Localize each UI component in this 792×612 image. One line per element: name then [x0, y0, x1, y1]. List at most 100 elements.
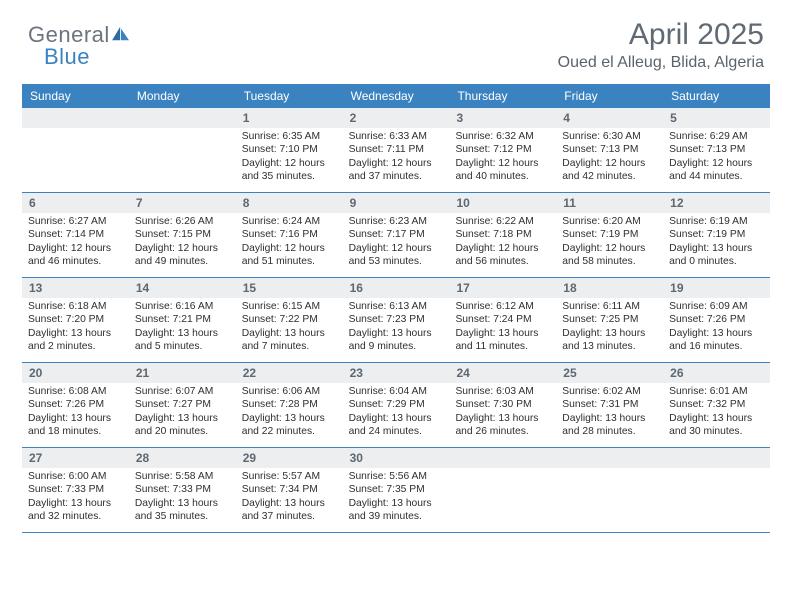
- sunrise-line: Sunrise: 6:13 AM: [349, 300, 444, 313]
- sunset-line: Sunset: 7:22 PM: [242, 313, 337, 326]
- daylight-line: Daylight: 12 hours and 37 minutes.: [349, 157, 444, 184]
- sail-icon: [111, 26, 131, 46]
- day-cell: 9Sunrise: 6:23 AMSunset: 7:17 PMDaylight…: [343, 193, 450, 277]
- day-body: Sunrise: 6:02 AMSunset: 7:31 PMDaylight:…: [556, 383, 663, 445]
- sunset-line: Sunset: 7:34 PM: [242, 483, 337, 496]
- sunset-line: Sunset: 7:15 PM: [135, 228, 230, 241]
- day-body: Sunrise: 6:26 AMSunset: 7:15 PMDaylight:…: [129, 213, 236, 275]
- day-body: Sunrise: 5:58 AMSunset: 7:33 PMDaylight:…: [129, 468, 236, 530]
- sunrise-line: Sunrise: 6:12 AM: [455, 300, 550, 313]
- day-cell: 23Sunrise: 6:04 AMSunset: 7:29 PMDayligh…: [343, 363, 450, 447]
- day-body: Sunrise: 6:30 AMSunset: 7:13 PMDaylight:…: [556, 128, 663, 190]
- day-cell: 8Sunrise: 6:24 AMSunset: 7:16 PMDaylight…: [236, 193, 343, 277]
- day-body: Sunrise: 6:13 AMSunset: 7:23 PMDaylight:…: [343, 298, 450, 360]
- day-cell: 2Sunrise: 6:33 AMSunset: 7:11 PMDaylight…: [343, 108, 450, 192]
- day-cell: 5Sunrise: 6:29 AMSunset: 7:13 PMDaylight…: [663, 108, 770, 192]
- day-body: Sunrise: 6:18 AMSunset: 7:20 PMDaylight:…: [22, 298, 129, 360]
- day-number: 11: [556, 193, 663, 213]
- day-body: Sunrise: 6:12 AMSunset: 7:24 PMDaylight:…: [449, 298, 556, 360]
- sunrise-line: Sunrise: 6:01 AM: [669, 385, 764, 398]
- sunrise-line: Sunrise: 6:23 AM: [349, 215, 444, 228]
- day-of-week-cell: Saturday: [663, 84, 770, 108]
- sunrise-line: Sunrise: 6:16 AM: [135, 300, 230, 313]
- day-body: [129, 128, 236, 188]
- sunrise-line: Sunrise: 5:58 AM: [135, 470, 230, 483]
- day-number: 20: [22, 363, 129, 383]
- day-body: Sunrise: 6:27 AMSunset: 7:14 PMDaylight:…: [22, 213, 129, 275]
- daylight-line: Daylight: 13 hours and 16 minutes.: [669, 327, 764, 354]
- sunrise-line: Sunrise: 6:02 AM: [562, 385, 657, 398]
- day-body: Sunrise: 6:09 AMSunset: 7:26 PMDaylight:…: [663, 298, 770, 360]
- sunset-line: Sunset: 7:19 PM: [562, 228, 657, 241]
- day-body: Sunrise: 6:24 AMSunset: 7:16 PMDaylight:…: [236, 213, 343, 275]
- sunrise-line: Sunrise: 6:33 AM: [349, 130, 444, 143]
- day-of-week-cell: Friday: [556, 84, 663, 108]
- daylight-line: Daylight: 13 hours and 13 minutes.: [562, 327, 657, 354]
- daylight-line: Daylight: 12 hours and 51 minutes.: [242, 242, 337, 269]
- day-cell: 29Sunrise: 5:57 AMSunset: 7:34 PMDayligh…: [236, 448, 343, 532]
- day-of-week-cell: Tuesday: [236, 84, 343, 108]
- day-number: 27: [22, 448, 129, 468]
- sunset-line: Sunset: 7:21 PM: [135, 313, 230, 326]
- day-of-week-row: SundayMondayTuesdayWednesdayThursdayFrid…: [22, 84, 770, 108]
- daylight-line: Daylight: 13 hours and 22 minutes.: [242, 412, 337, 439]
- day-body: Sunrise: 6:32 AMSunset: 7:12 PMDaylight:…: [449, 128, 556, 190]
- day-number: 13: [22, 278, 129, 298]
- day-cell: 11 Sunrise: 6:20 AMSunset: 7:19 PMDayligh…: [556, 193, 663, 277]
- day-of-week-cell: Monday: [129, 84, 236, 108]
- day-number: 26: [663, 363, 770, 383]
- month-title: April 2025: [558, 18, 764, 52]
- day-number: 2: [343, 108, 450, 128]
- daylight-line: Daylight: 13 hours and 26 minutes.: [455, 412, 550, 439]
- day-cell: 15Sunrise: 6:15 AMSunset: 7:22 PMDayligh…: [236, 278, 343, 362]
- daylight-line: Daylight: 12 hours and 58 minutes.: [562, 242, 657, 269]
- day-cell: 26Sunrise: 6:01 AMSunset: 7:32 PMDayligh…: [663, 363, 770, 447]
- day-cell: 12Sunrise: 6:19 AMSunset: 7:19 PMDayligh…: [663, 193, 770, 277]
- logo-text-blue: Blue: [44, 44, 90, 69]
- sunrise-line: Sunrise: 6:26 AM: [135, 215, 230, 228]
- daylight-line: Daylight: 13 hours and 28 minutes.: [562, 412, 657, 439]
- sunrise-line: Sunrise: 6:29 AM: [669, 130, 764, 143]
- day-number: 18: [556, 278, 663, 298]
- daylight-line: Daylight: 13 hours and 20 minutes.: [135, 412, 230, 439]
- header: GeneralBlue April 2025 Oued el Alleug, B…: [0, 0, 792, 76]
- day-body: Sunrise: 6:23 AMSunset: 7:17 PMDaylight:…: [343, 213, 450, 275]
- week-row: 13Sunrise: 6:18 AMSunset: 7:20 PMDayligh…: [22, 278, 770, 363]
- day-number: [556, 448, 663, 468]
- sunrise-line: Sunrise: 6:22 AM: [455, 215, 550, 228]
- sunrise-line: Sunrise: 6:20 AM: [562, 215, 657, 228]
- day-number: 12: [663, 193, 770, 213]
- sunset-line: Sunset: 7:25 PM: [562, 313, 657, 326]
- sunset-line: Sunset: 7:12 PM: [455, 143, 550, 156]
- sunrise-line: Sunrise: 6:09 AM: [669, 300, 764, 313]
- daylight-line: Daylight: 13 hours and 0 minutes.: [669, 242, 764, 269]
- sunset-line: Sunset: 7:33 PM: [28, 483, 123, 496]
- day-cell: 24Sunrise: 6:03 AMSunset: 7:30 PMDayligh…: [449, 363, 556, 447]
- sunrise-line: Sunrise: 6:08 AM: [28, 385, 123, 398]
- day-number: 6: [22, 193, 129, 213]
- daylight-line: Daylight: 12 hours and 35 minutes.: [242, 157, 337, 184]
- day-of-week-cell: Wednesday: [343, 84, 450, 108]
- day-cell: [449, 448, 556, 532]
- daylight-line: Daylight: 13 hours and 32 minutes.: [28, 497, 123, 524]
- week-row: 27Sunrise: 6:00 AMSunset: 7:33 PMDayligh…: [22, 448, 770, 533]
- day-cell: [556, 448, 663, 532]
- daylight-line: Daylight: 13 hours and 11 minutes.: [455, 327, 550, 354]
- sunset-line: Sunset: 7:30 PM: [455, 398, 550, 411]
- day-number: 14: [129, 278, 236, 298]
- day-number: 17: [449, 278, 556, 298]
- day-number: 9: [343, 193, 450, 213]
- daylight-line: Daylight: 12 hours and 56 minutes.: [455, 242, 550, 269]
- day-of-week-cell: Thursday: [449, 84, 556, 108]
- daylight-line: Daylight: 12 hours and 40 minutes.: [455, 157, 550, 184]
- day-number: 29: [236, 448, 343, 468]
- day-cell: 3Sunrise: 6:32 AMSunset: 7:12 PMDaylight…: [449, 108, 556, 192]
- sunset-line: Sunset: 7:32 PM: [669, 398, 764, 411]
- sunrise-line: Sunrise: 6:06 AM: [242, 385, 337, 398]
- daylight-line: Daylight: 12 hours and 53 minutes.: [349, 242, 444, 269]
- sunrise-line: Sunrise: 6:24 AM: [242, 215, 337, 228]
- sunset-line: Sunset: 7:26 PM: [669, 313, 764, 326]
- day-body: [22, 128, 129, 188]
- day-body: Sunrise: 6:15 AMSunset: 7:22 PMDaylight:…: [236, 298, 343, 360]
- day-number: 4: [556, 108, 663, 128]
